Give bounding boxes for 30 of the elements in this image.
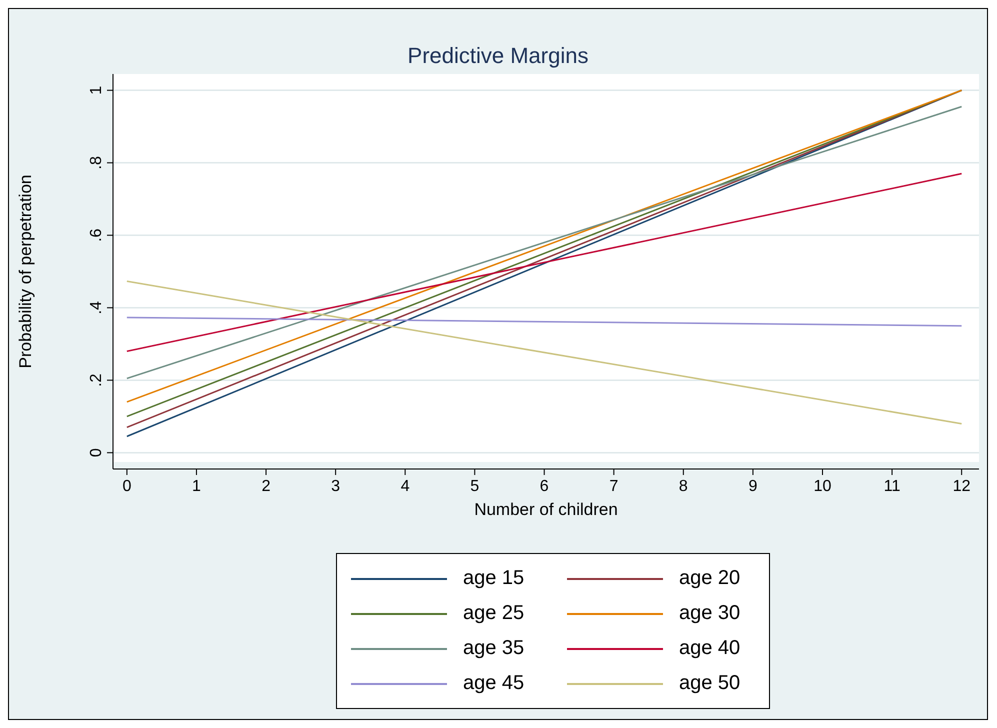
legend-label: age 45 <box>463 672 524 695</box>
y-tick-label: 0 <box>88 448 105 458</box>
x-tick-label: 0 <box>122 478 132 495</box>
legend-label: age 20 <box>679 567 740 590</box>
x-axis-title: Number of children <box>474 500 618 519</box>
y-tick-label: .2 <box>88 373 105 387</box>
legend-label: age 15 <box>463 567 524 590</box>
x-tick-label: 10 <box>814 478 832 495</box>
legend-label: age 30 <box>679 602 740 625</box>
y-tick-label: .4 <box>88 300 105 314</box>
x-tick-label: 8 <box>678 478 688 495</box>
y-axis-title: Probability of perpetration <box>16 174 36 368</box>
y-tick-label: .8 <box>88 156 105 170</box>
x-tick-label: 2 <box>262 478 271 495</box>
x-tick-label: 7 <box>609 478 618 495</box>
y-tick-label: .6 <box>88 228 105 242</box>
legend-label: age 40 <box>679 637 740 660</box>
legend-label: age 35 <box>463 637 524 660</box>
chart-title: Predictive Margins <box>406 43 590 69</box>
x-tick-label: 6 <box>540 478 549 495</box>
y-tick-label: 1 <box>88 86 105 95</box>
x-tick-label: 4 <box>400 478 410 495</box>
legend-label: age 25 <box>463 602 524 625</box>
x-tick-label: 12 <box>952 478 971 495</box>
legend-label: age 50 <box>679 672 740 695</box>
x-tick-label: 3 <box>331 478 340 495</box>
x-tick-label: 5 <box>470 478 480 495</box>
x-tick-label: 9 <box>748 478 758 495</box>
x-tick-label: 1 <box>192 478 202 495</box>
x-tick-label: 11 <box>884 478 900 495</box>
